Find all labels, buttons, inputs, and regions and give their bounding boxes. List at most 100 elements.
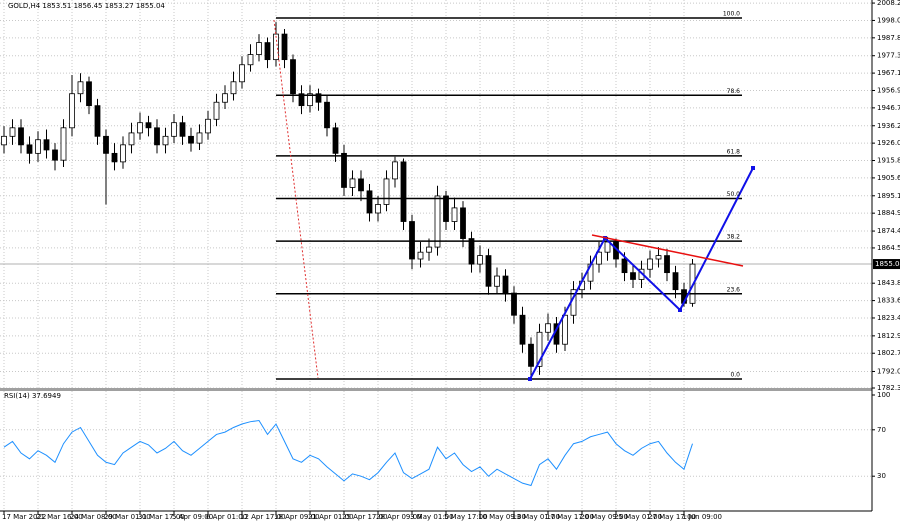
candle-body	[264, 42, 271, 61]
y-tick-label: 70	[877, 426, 886, 434]
trend-line	[591, 234, 744, 267]
x-tick-label: 18 Apr 09:00	[274, 513, 320, 521]
candle-body	[128, 132, 135, 146]
candle-body	[630, 272, 636, 280]
y-tick-label: 1864.50	[877, 244, 900, 252]
y-tick-label: 1956.90	[877, 86, 900, 94]
candle-body	[375, 204, 381, 214]
x-tick-label: 17 May 17:00	[546, 513, 594, 521]
x-tick-label: 25 May 01:00	[614, 513, 662, 521]
y-tick-label: 1895.10	[877, 192, 900, 200]
candle-body	[426, 246, 432, 253]
fib-label: 78.6	[727, 88, 741, 95]
candle-body	[205, 118, 211, 134]
candle-body	[256, 42, 262, 55]
candle-body	[171, 122, 177, 137]
x-tick-label: 28 Apr 09:00	[376, 513, 422, 521]
y-tick-label: 1998.00	[877, 16, 900, 24]
candle-body	[545, 323, 551, 333]
candle-body	[154, 127, 160, 146]
fib-label: 100.0	[723, 11, 740, 18]
candle-body	[239, 64, 245, 83]
candle-body	[307, 93, 313, 107]
candle-body	[69, 93, 75, 129]
candle-body	[366, 190, 373, 214]
candle-body	[1, 135, 7, 146]
x-tick-label: 5 May 17:00	[444, 513, 488, 521]
fib-label: 61.8	[727, 148, 741, 155]
candle-body	[77, 81, 84, 95]
candle-body	[562, 314, 568, 345]
x-tick-label: 6 Apr 01:00	[206, 513, 247, 521]
candle-body	[417, 251, 424, 260]
candle-body	[477, 255, 483, 265]
y-tick-label: 1812.90	[877, 332, 900, 340]
y-tick-label: 1802.70	[877, 349, 900, 357]
y-tick-label: 1946.70	[877, 104, 900, 112]
candle-body	[383, 178, 390, 205]
y-tick-label: 1843.80	[877, 279, 900, 287]
x-tick-label: 17 Mar 2022	[2, 513, 46, 521]
wave-lines	[529, 167, 754, 380]
candle-body	[400, 161, 407, 222]
candle-body	[86, 81, 92, 107]
fib-connector	[273, 19, 319, 379]
x-tick-label: 12 Apr 17:00	[240, 513, 286, 521]
candle-body	[26, 144, 33, 154]
x-tick-label: 10 May 09:00	[478, 513, 526, 521]
current-price-label: 1855.04	[875, 260, 900, 268]
candle-body	[655, 255, 662, 260]
candle-body	[188, 135, 194, 144]
y-tick-label: 1833.60	[877, 297, 900, 305]
fib-label: 0.0	[730, 371, 740, 378]
x-tick-label: 21 Mar 16:00	[36, 513, 83, 521]
y-tick-label: 1782.30	[877, 384, 900, 392]
candle-body	[604, 241, 611, 253]
candle-body	[358, 178, 364, 192]
candle-body	[621, 258, 628, 274]
candle-body	[111, 152, 118, 163]
candle-body	[247, 54, 254, 66]
y-tick-label: 1874.40	[877, 227, 900, 235]
plot	[1, 17, 742, 487]
candle-body	[43, 139, 50, 151]
candle-body	[485, 255, 492, 287]
candle-body	[341, 152, 347, 188]
candle-body	[647, 258, 653, 270]
candle-body	[519, 314, 526, 345]
candle-body	[451, 207, 458, 222]
y-tick-label: 1905.60	[877, 174, 900, 182]
x-tick-label: 24 Mar 08:00	[70, 513, 117, 521]
candle-body	[18, 127, 24, 146]
x-tick-label: 13 May 01:00	[512, 513, 560, 521]
candle-body	[443, 195, 449, 222]
x-tick-label: 3 May 01:00	[410, 513, 454, 521]
candle-body	[460, 207, 466, 239]
candle-body	[162, 135, 169, 146]
candle-body	[664, 255, 670, 274]
candle-body	[392, 161, 398, 180]
x-tick-label: 20 May 09:00	[580, 513, 628, 521]
y-tick-label: 1823.40	[877, 314, 900, 322]
fib-label: 23.6	[727, 286, 741, 293]
candle-body	[434, 195, 441, 248]
y-tick-label: 1967.10	[877, 69, 900, 77]
candle-body	[349, 178, 356, 188]
candle-body	[137, 122, 143, 134]
candle-body	[596, 251, 602, 265]
x-tick-label: 1 Jun 09:00	[682, 513, 722, 521]
x-tick-label: 5 Apr 09:00	[172, 513, 213, 521]
y-tick-label: 30	[877, 472, 886, 480]
candle-body	[324, 101, 330, 129]
y-tick-label: 1884.90	[877, 209, 900, 217]
rsi-line	[3, 419, 693, 487]
x-tick-label: 21 Apr 01:00	[308, 513, 354, 521]
candle-body	[9, 127, 16, 137]
candle-body	[196, 132, 203, 144]
y-tick-label: 1792.00	[877, 367, 900, 375]
x-tick-label: 27 May 17:00	[648, 513, 696, 521]
candle-body	[120, 144, 126, 163]
candle-body	[103, 135, 109, 154]
